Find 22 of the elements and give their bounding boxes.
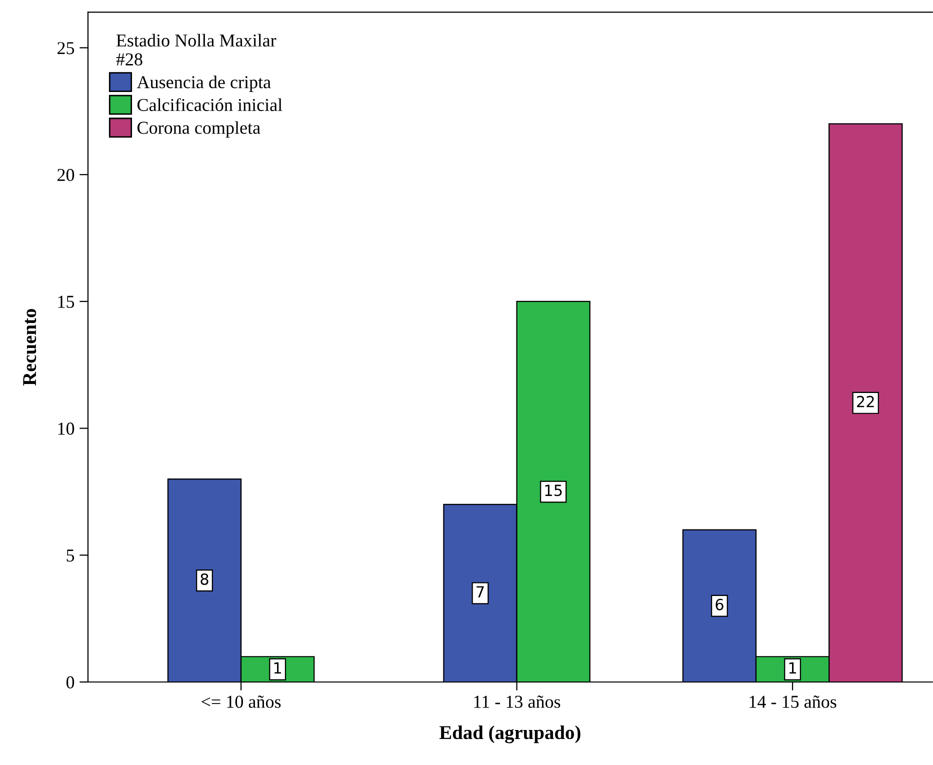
x-tick-label: 11 - 13 años — [474, 696, 560, 708]
legend-label: Ausencia de cripta — [136, 76, 271, 92]
data-label: 7 — [476, 586, 484, 598]
y-tick-label: 5 — [66, 550, 74, 562]
data-label: 22 — [857, 396, 874, 408]
y-tick-label: 0 — [66, 676, 74, 688]
data-label: 8 — [200, 573, 208, 585]
data-label: 6 — [716, 598, 724, 610]
y-tick-label: 10 — [58, 422, 74, 435]
x-tick-label: 14 - 15 años — [750, 696, 836, 708]
y-tick-label: 20 — [58, 168, 74, 182]
data-label: 15 — [545, 484, 562, 496]
y-tick-label: 25 — [58, 42, 74, 54]
legend-label: Corona completa — [137, 121, 260, 138]
x-axis-title: Edad (agrupado) — [439, 725, 580, 744]
legend-label: Calcificación inicial — [137, 98, 282, 112]
data-label: 1 — [789, 662, 796, 674]
data-label: 1 — [274, 662, 282, 674]
y-axis-title: Recuento — [23, 308, 36, 386]
x-tick-label: <= 10 años — [202, 696, 281, 708]
y-tick-label: 15 — [58, 296, 74, 308]
legend-title: Estadio Nolla Maxilar #28 — [116, 34, 276, 66]
